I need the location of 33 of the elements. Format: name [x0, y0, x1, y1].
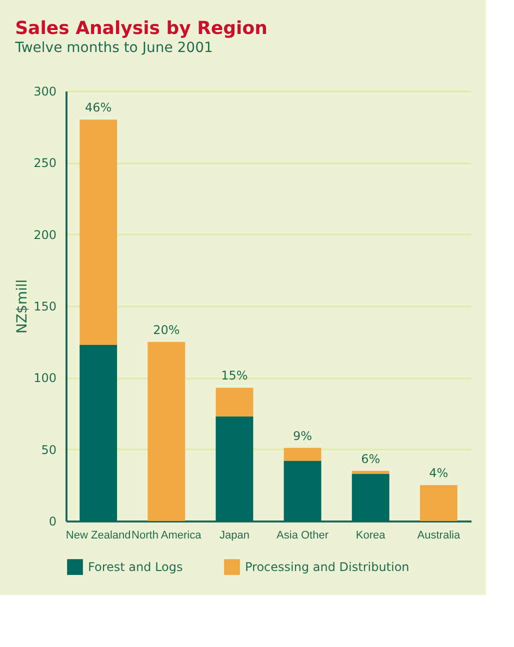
- annotation: 46%: [84, 100, 112, 115]
- x-tick-label: Korea: [356, 530, 386, 542]
- bar: [216, 416, 254, 521]
- bar: [284, 448, 322, 461]
- y-axis-title: NZ$mill: [14, 279, 31, 334]
- y-tick-label: 250: [34, 156, 56, 170]
- bar: [80, 344, 118, 521]
- bar: [80, 120, 118, 345]
- annotation: 4%: [429, 466, 448, 480]
- annotation: 15%: [221, 368, 248, 383]
- x-tick-label: North America: [132, 530, 202, 542]
- y-tick-label: 100: [34, 371, 56, 386]
- annotation: 9%: [293, 428, 312, 443]
- chart-title: Sales Analysis by Region: [15, 18, 268, 39]
- legend-label: Processing and Distribution: [245, 560, 410, 574]
- annotation: 20%: [153, 322, 180, 337]
- chart-subtitle: Twelve months to June 2001: [14, 40, 213, 56]
- bar: [284, 460, 322, 521]
- y-tick-label: 200: [34, 228, 56, 242]
- y-tick-label: 50: [41, 442, 56, 457]
- x-tick-label: Asia Other: [276, 530, 329, 542]
- x-tick-label: Australia: [417, 530, 461, 542]
- y-tick-label: 300: [34, 84, 56, 98]
- bar: [420, 485, 458, 521]
- x-tick-label: Japan: [219, 530, 250, 542]
- legend-label: Forest and Logs: [88, 560, 183, 574]
- y-tick-label: 0: [48, 514, 56, 528]
- x-tick-label: New Zealand: [66, 530, 131, 542]
- bar: [148, 342, 186, 521]
- bar: [216, 388, 254, 416]
- y-tick-label: 150: [34, 300, 56, 314]
- annotation: 6%: [361, 452, 380, 466]
- bar: [352, 474, 390, 521]
